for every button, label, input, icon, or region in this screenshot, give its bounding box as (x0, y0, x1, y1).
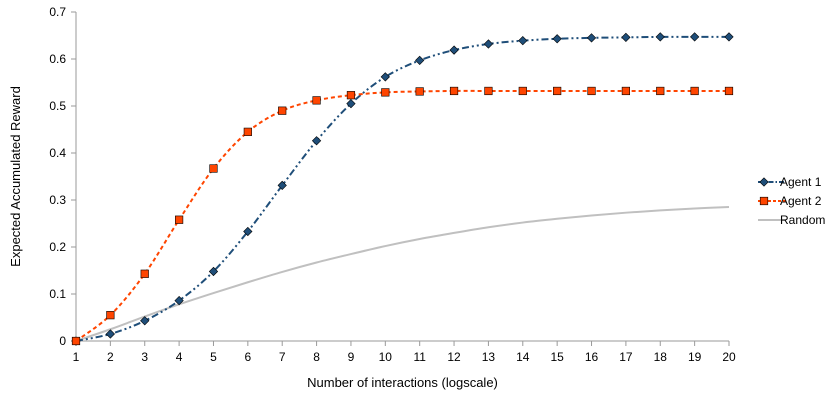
x-tick-label: 16 (585, 350, 599, 364)
point-marker (278, 106, 287, 115)
x-tick-label: 7 (279, 350, 286, 364)
point-marker (518, 36, 528, 46)
point-marker (311, 136, 322, 146)
y-tick-label: 0 (59, 334, 66, 348)
point-marker (346, 99, 356, 109)
point-marker (553, 86, 562, 96)
legend-label: Random (780, 213, 825, 227)
point-marker (277, 180, 287, 191)
point-marker (415, 55, 425, 66)
axes: 00.10.20.30.40.50.60.71 2 3 4 5 6 7 8 9 10 11 12 13 1… (49, 5, 736, 364)
x-tick-label: 13 (482, 350, 496, 364)
point-marker (243, 226, 253, 237)
point-marker (346, 91, 356, 100)
y-tick-label: 0.4 (49, 146, 66, 160)
x-tick-label: 1 (73, 350, 80, 364)
legend-item: Random (758, 213, 825, 227)
point-marker (586, 33, 597, 43)
legend-label: Agent 1 (780, 175, 822, 189)
point-marker (483, 39, 494, 49)
point-marker (759, 177, 769, 187)
point-marker (690, 86, 699, 96)
point-marker (724, 32, 734, 42)
point-marker (312, 96, 321, 105)
x-tick-label: 17 (619, 350, 633, 364)
series-random (75, 206, 730, 342)
y-tick-label: 0.2 (49, 240, 66, 254)
point-marker (690, 32, 700, 42)
point-marker (724, 86, 734, 96)
point-marker (449, 86, 459, 96)
point-marker (140, 316, 150, 326)
y-tick-label: 0.3 (49, 193, 66, 207)
point-marker (415, 87, 424, 96)
x-tick-label: 9 (348, 350, 355, 364)
x-tick-label: 18 (654, 350, 668, 364)
point-marker (243, 127, 252, 136)
x-tick-label: 19 (688, 350, 702, 364)
point-marker (208, 266, 219, 277)
point-marker (655, 32, 665, 42)
x-tick-label: 6 (244, 350, 251, 364)
point-marker (484, 86, 493, 96)
point-marker (621, 86, 630, 96)
point-marker (759, 196, 769, 206)
x-tick-label: 15 (550, 350, 564, 364)
legend-label: Agent 2 (780, 194, 822, 208)
point-marker (380, 72, 390, 82)
x-tick-label: 2 (107, 350, 114, 364)
point-marker (656, 86, 665, 96)
x-axis-title: Number of interactions (logscale) (307, 375, 498, 390)
point-marker (209, 164, 218, 173)
point-marker (106, 311, 115, 320)
point-marker (71, 336, 81, 346)
x-tick-label: 3 (141, 350, 148, 364)
point-marker (621, 32, 631, 43)
point-marker (449, 45, 459, 55)
x-tick-label: 20 (722, 350, 736, 364)
y-tick-label: 0.7 (49, 5, 66, 19)
point-marker (381, 88, 390, 97)
y-tick-label: 0.1 (49, 287, 66, 301)
legend-item: Agent 1 (758, 175, 822, 189)
point-marker (518, 86, 527, 96)
y-tick-label: 0.5 (49, 99, 66, 113)
series-line (75, 35, 729, 342)
y-tick-label: 0.6 (49, 52, 66, 66)
point-marker (175, 215, 184, 224)
series-line (75, 206, 730, 342)
x-tick-label: 8 (313, 350, 320, 364)
series-agent-2 (71, 86, 734, 346)
series-layer (71, 32, 734, 346)
legend: Agent 1 Agent 2 Random (758, 175, 825, 227)
x-tick-label: 12 (447, 350, 461, 364)
point-marker (174, 295, 184, 306)
point-marker (552, 34, 562, 44)
series-agent-1 (71, 32, 734, 346)
point-marker (140, 269, 149, 278)
x-tick-label: 10 (379, 350, 393, 364)
point-marker (105, 329, 115, 339)
x-tick-label: 11 (413, 350, 426, 364)
point-marker (587, 86, 596, 96)
x-tick-label: 4 (176, 350, 183, 364)
x-tick-label: 14 (516, 350, 530, 364)
y-axis-title: Expected Accumulated Reward (8, 86, 23, 267)
x-tick-label: 5 (210, 350, 217, 364)
legend-item: Agent 2 (758, 194, 822, 208)
